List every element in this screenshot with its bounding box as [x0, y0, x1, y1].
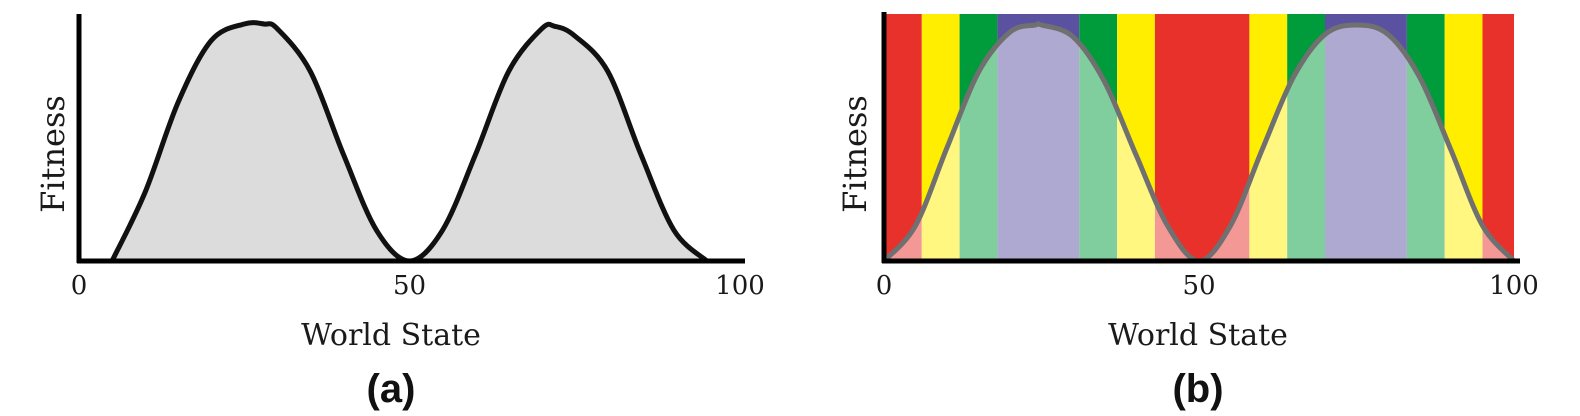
panel-a-plot — [76, 14, 745, 264]
panel-a-x-tick-50: 50 — [393, 271, 426, 301]
panel-b-band-0 — [884, 14, 922, 261]
panel-b-x-tick-0: 0 — [876, 271, 893, 301]
panel-b-fitness-curve — [881, 21, 1517, 264]
panel-a-label: (a) — [367, 367, 416, 411]
panel-b-band-12 — [1482, 14, 1514, 261]
panel-a-x-tick-100: 100 — [715, 271, 765, 301]
panel-b-y-axis-label: Fitness — [836, 95, 874, 213]
panel-b-plot — [881, 12, 1520, 264]
panel-b-x-axis-label: World State — [1108, 318, 1288, 353]
panel-b-x-tick-50: 50 — [1182, 271, 1215, 301]
panel-b-label: (b) — [1172, 367, 1223, 411]
panel-b: Fitness 0 50 100 World State (b) — [836, 12, 1539, 411]
panel-a-fitness-area — [112, 22, 707, 262]
panel-b-fitness-area — [884, 23, 1514, 261]
panel-b-x-tick-100: 100 — [1489, 271, 1539, 301]
panel-a-y-axis-label: Fitness — [34, 95, 72, 213]
panel-a: Fitness 0 50 100 World State (a) — [34, 14, 765, 411]
panel-a-x-tick-0: 0 — [71, 271, 88, 301]
panel-a-x-axis-label: World State — [301, 318, 481, 353]
